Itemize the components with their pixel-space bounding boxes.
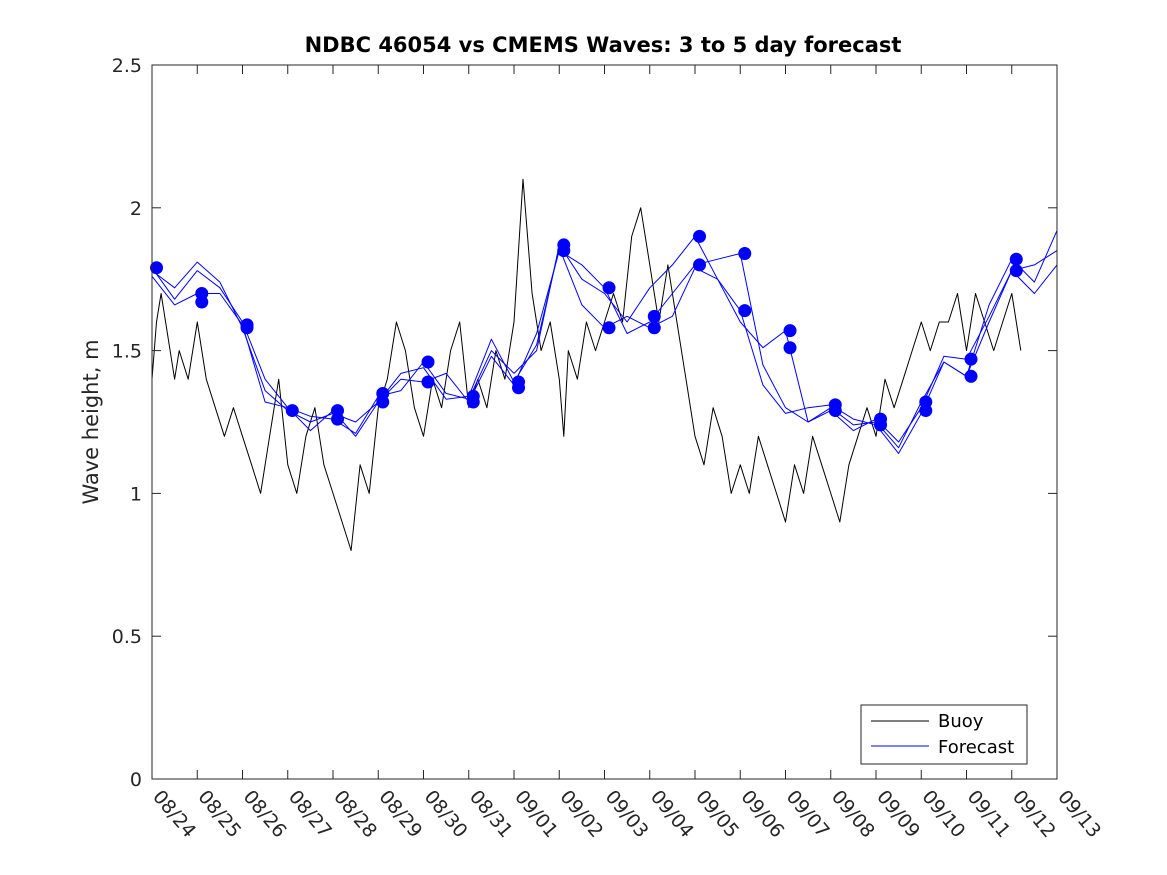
forecast-marker: [240, 321, 254, 335]
legend-buoy-label: Buoy: [938, 711, 984, 732]
forecast-marker: [376, 395, 390, 409]
forecast-marker: [647, 321, 661, 335]
forecast-marker: [150, 261, 164, 275]
forecast-marker: [693, 258, 707, 272]
forecast-marker: [783, 324, 797, 338]
forecast-marker: [964, 352, 978, 366]
forecast-marker: [693, 229, 707, 243]
forecast-marker: [557, 244, 571, 258]
forecast-series-line-1: [151, 230, 1058, 454]
forecast-marker: [466, 395, 480, 409]
y-tick-label: 1: [130, 483, 142, 505]
legend-box: [860, 704, 1028, 765]
forecast-marker: [738, 246, 752, 260]
forecast-marker: [1009, 264, 1023, 278]
forecast-marker: [421, 375, 435, 389]
forecast-marker: [602, 321, 616, 335]
forecast-marker: [421, 355, 435, 369]
legend: Buoy Forecast: [860, 704, 1028, 765]
forecast-marker: [647, 309, 661, 323]
forecast-marker: [919, 404, 933, 418]
y-axis-label: Wave height, m: [79, 339, 103, 504]
forecast-marker: [195, 295, 209, 309]
forecast-marker: [783, 341, 797, 355]
y-tick-label: 2: [130, 198, 142, 220]
forecast-marker: [828, 404, 842, 418]
forecast-marker: [964, 369, 978, 383]
forecast-marker: [874, 418, 888, 432]
y-tick-label: 0: [130, 769, 142, 791]
forecast-marker: [1009, 252, 1023, 266]
forecast-marker: [512, 381, 526, 395]
legend-forecast-label: Forecast: [938, 737, 1014, 758]
forecast-marker: [738, 304, 752, 318]
buoy-series-line: [151, 178, 1022, 551]
y-tick-label: 2.5: [112, 55, 142, 77]
chart-title: NDBC 46054 vs CMEMS Waves: 3 to 5 day fo…: [305, 33, 902, 57]
forecast-marker: [331, 412, 345, 426]
forecast-marker: [285, 404, 299, 418]
y-tick-label: 0.5: [112, 626, 142, 648]
forecast-marker: [602, 281, 616, 295]
y-tick-label: 1.5: [112, 341, 142, 363]
